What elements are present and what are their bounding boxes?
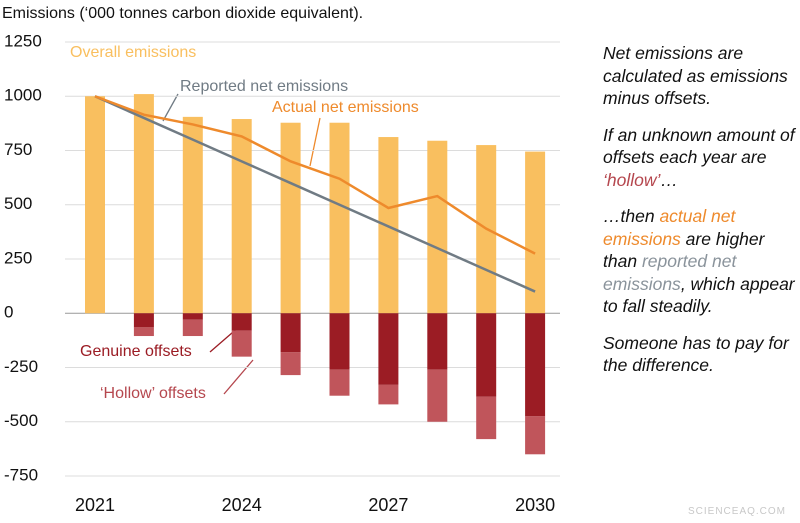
bar [133, 327, 154, 337]
bar [427, 369, 448, 422]
bar [476, 396, 497, 440]
bar [280, 352, 301, 376]
y-tick-label: 750 [4, 140, 32, 159]
note-text: ‘hollow’ [603, 169, 661, 190]
note-text: reported net emissions [603, 251, 737, 294]
y-tick-label: 1000 [4, 86, 42, 105]
y-tick-label: -250 [4, 357, 38, 376]
series-label: Actual net emissions [272, 99, 419, 116]
line-series [94, 95, 536, 255]
note-paragraph: If an unknown amount of offsets each yea… [603, 124, 795, 192]
bar [329, 313, 350, 370]
note-text: Someone has to pay for the difference. [603, 332, 789, 376]
bar [378, 384, 399, 405]
y-tick-label: -500 [4, 411, 38, 430]
bar [525, 313, 546, 417]
bar [280, 313, 301, 353]
bar [525, 151, 546, 314]
note-text: , which appear to fall steadily. [603, 273, 795, 317]
bar [427, 313, 448, 370]
x-tick-label: 2027 [368, 495, 408, 515]
bar [231, 119, 252, 314]
bar [427, 140, 448, 314]
x-tick-label: 2030 [515, 495, 555, 515]
y-tick-label: 1250 [4, 31, 42, 50]
bar [525, 416, 546, 455]
y-tick-label: 0 [4, 303, 13, 322]
bar [329, 369, 350, 396]
series-label: Overall emissions [70, 44, 196, 61]
chart: Emissions (‘000 tonnes carbon dioxide eq… [2, 5, 560, 515]
bar [280, 122, 301, 314]
chart-title: Emissions (‘000 tonnes carbon dioxide eq… [2, 5, 363, 22]
bar [378, 313, 399, 385]
note-paragraph: …then actual net emissions are higher th… [603, 205, 795, 318]
leader-line [309, 117, 321, 167]
bar [133, 313, 154, 328]
y-tick-label: 250 [4, 248, 32, 267]
series-label: Reported net emissions [180, 78, 348, 95]
leader-lines [162, 93, 321, 395]
note-text: … [660, 169, 678, 190]
bar [231, 313, 252, 331]
bar [182, 313, 203, 320]
line-series [94, 95, 536, 293]
note-text: Net emissions are calculated as emission… [603, 43, 788, 108]
note-text: If an unknown amount of offsets each yea… [603, 124, 795, 168]
leader-line [162, 93, 179, 122]
bar [329, 122, 350, 314]
leader-line [223, 359, 254, 395]
note-paragraph: Someone has to pay for the difference. [603, 332, 795, 377]
bar [85, 96, 105, 314]
x-tick-label: 2021 [75, 495, 115, 515]
x-tick-label: 2024 [222, 495, 262, 515]
y-tick-label: -750 [4, 465, 38, 484]
series-label: ‘Hollow’ offsets [100, 385, 206, 402]
bar [182, 116, 203, 314]
note-text: are higher than [603, 228, 765, 272]
watermark: SCIENCEAQ.COM [687, 506, 786, 517]
bar [133, 94, 154, 314]
bar [182, 319, 203, 337]
note-paragraph: Net emissions are calculated as emission… [603, 42, 795, 110]
y-tick-label: 500 [4, 194, 32, 213]
note-text: …then [603, 206, 660, 226]
series-label: Genuine offsets [80, 343, 192, 360]
bar [231, 330, 252, 357]
side-notes: Net emissions are calculated as emission… [603, 42, 795, 391]
bar [476, 313, 497, 397]
note-text: actual net emissions [603, 206, 736, 249]
